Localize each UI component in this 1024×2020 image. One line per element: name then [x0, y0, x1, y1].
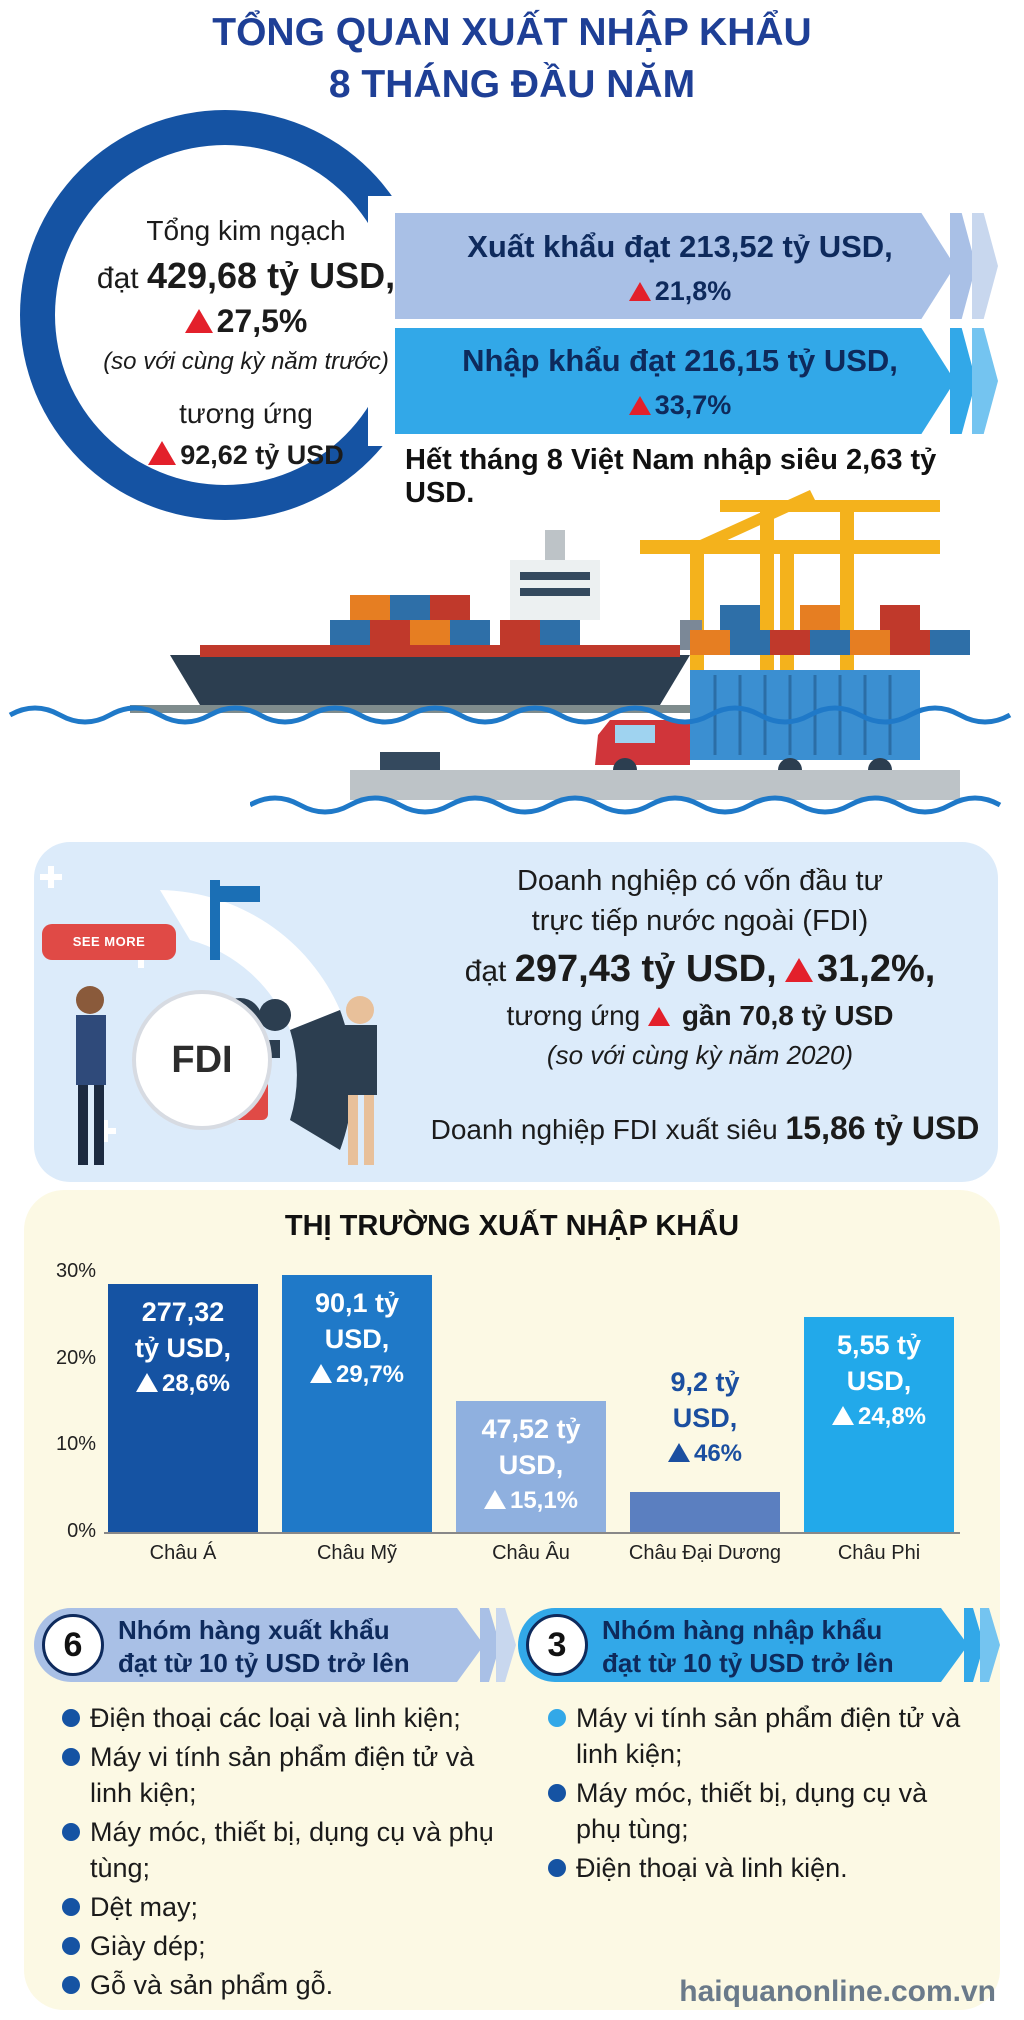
bullet-icon: [62, 1709, 80, 1727]
fdi-surplus-line: Doanh nghiệp FDI xuất siêu 15,86 tỷ USD: [430, 1110, 980, 1146]
fdi-surplus: 15,86 tỷ USD: [785, 1110, 980, 1146]
trade-balance: Hết tháng 8 Việt Nam nhập siêu 2,63 tỷ U…: [405, 444, 937, 509]
export-band: [395, 213, 955, 319]
up-arrow-icon: [148, 441, 177, 465]
bar: [108, 1284, 258, 1532]
chart-title: THỊ TRƯỜNG XUẤT NHẬP KHẨU: [284, 1210, 740, 1242]
up-arrow-icon: [309, 1363, 332, 1383]
up-arrow-icon: [135, 1373, 158, 1393]
x-category-label: Châu Phi: [837, 1542, 921, 1564]
bullet-icon: [548, 1709, 566, 1727]
up-arrow-icon: [831, 1406, 854, 1426]
x-category-label: Châu Đại Dương: [628, 1542, 782, 1564]
up-arrow-icon: [648, 1007, 671, 1026]
see-more-button[interactable]: SEE MORE: [42, 924, 176, 960]
bar: [282, 1274, 432, 1532]
bar-data-label: 90,1 tỷ USD, 29,7%: [282, 1285, 432, 1393]
export-growth: 21,8%: [430, 270, 930, 312]
total-value: 429,68 tỷ USD,: [146, 255, 396, 296]
fdi-line-2: trực tiếp nước ngoài (FDI): [531, 905, 869, 937]
export-groups-header: [34, 1608, 484, 1682]
port-illustration: [130, 490, 970, 800]
total-increase: 92,62 tỷ USD: [86, 440, 406, 471]
list-item: Máy móc, thiết bị, dụng cụ và phụ tùng;: [548, 1775, 978, 1847]
fdi-value-line: đạt 297,43 tỷ USD, 31,2%,: [464, 948, 936, 990]
up-arrow-icon: [667, 1443, 690, 1463]
list-item: Máy móc, thiết bị, dụng cụ và phụ tùng;: [62, 1814, 512, 1886]
x-category-label: Châu Á: [149, 1542, 217, 1564]
import-groups-header: [518, 1608, 968, 1682]
source-credit: haiquanonline.com.vn: [679, 1975, 996, 2008]
x-category-label: Châu Âu: [492, 1542, 570, 1564]
bar-data-label: 47,52 tỷ USD, 15,1%: [481, 1414, 581, 1515]
x-category-label: Châu Mỹ: [316, 1542, 398, 1564]
up-arrow-icon: [628, 396, 651, 415]
fdi-growth: 31,2%,: [817, 948, 936, 990]
page-title: TỔNG QUAN XUẤT NHẬP KHẨU: [212, 11, 812, 54]
up-arrow-icon: [483, 1490, 506, 1510]
y-tick-label: 10%: [55, 1433, 96, 1456]
bullet-icon: [62, 1823, 80, 1841]
bar: [630, 1492, 780, 1532]
wave-decoration: [8, 705, 1012, 725]
y-tick-label: 0%: [67, 1520, 96, 1542]
fdi-value: 297,43 tỷ USD,: [514, 948, 777, 990]
bar-data-label: 5,55 tỷ USD, 24,8%: [804, 1327, 954, 1435]
list-item: Điện thoại và linh kiện.: [548, 1850, 978, 1886]
bar-data-label: 9,2 tỷ USD, 46%: [630, 1364, 780, 1472]
fdi-illustration: [40, 866, 377, 1165]
list-item: Giày dép;: [62, 1928, 512, 1964]
export-groups-count: 6: [42, 1614, 104, 1676]
chevron-right-icon: [972, 328, 998, 434]
bullet-icon: [548, 1784, 566, 1802]
total-value-line: đạt 429,68 tỷ USD,: [96, 255, 396, 296]
fdi-comparison-note: (so với cùng kỳ năm 2020): [546, 1040, 854, 1070]
export-groups-list: Điện thoại các loại và linh kiện; Máy vi …: [62, 1700, 512, 2006]
bar: [456, 1401, 606, 1532]
fdi-increase: gần 70,8 tỷ USD: [681, 1000, 894, 1031]
import-band: [395, 328, 955, 434]
list-item: Gỗ và sản phẩm gỗ.: [62, 1967, 512, 2003]
up-arrow-icon: [785, 958, 813, 982]
comparison-note: (so với cùng kỳ năm trước): [103, 348, 389, 375]
list-item: Điện thoại các loại và linh kiện;: [62, 1700, 512, 1736]
chart-x-axis: [104, 1532, 960, 1534]
total-label: Tổng kim ngạch: [146, 215, 346, 246]
equivalent-label: tương ứng: [179, 398, 313, 429]
up-arrow-icon: [628, 282, 651, 301]
overview-circle: [55, 145, 395, 485]
bullet-icon: [548, 1859, 566, 1877]
export-value: Xuất khẩu đạt 213,52 tỷ USD,: [467, 229, 893, 264]
list-item: Máy vi tính sản phẩm điện tử và linh kiệ…: [548, 1700, 978, 1772]
up-arrow-icon: [184, 309, 213, 333]
bar-data-label: 277,32 tỷ USD, 28,6%: [134, 1297, 232, 1398]
bar: [804, 1317, 954, 1532]
total-growth: 27,5%: [86, 303, 406, 340]
y-tick-label: 30%: [55, 1260, 96, 1282]
bullet-icon: [62, 1898, 80, 1916]
fdi-badge: FDI: [132, 990, 272, 1130]
bullet-icon: [62, 1937, 80, 1955]
page-subtitle: 8 THÁNG ĐẦU NĂM: [328, 63, 696, 106]
import-groups-title: Nhóm hàng nhập khẩu đạt từ 10 tỷ USD trở …: [602, 1615, 894, 1678]
bullet-icon: [62, 1976, 80, 1994]
fdi-increase-line: tương ứng gần 70,8 tỷ USD: [506, 1000, 894, 1031]
fdi-line-1: Doanh nghiệp có vốn đầu tư: [516, 865, 884, 897]
import-groups-count: 3: [526, 1614, 588, 1676]
chevron-right-icon: [972, 213, 998, 319]
export-groups-title: Nhóm hàng xuất khẩu đạt từ 10 tỷ USD trở …: [118, 1615, 410, 1678]
import-groups-list: Máy vi tính sản phẩm điện tử và linh kiệ…: [548, 1700, 978, 1889]
y-tick-label: 20%: [55, 1346, 96, 1369]
list-item: Máy vi tính sản phẩm điện tử và linh kiệ…: [62, 1739, 512, 1811]
wave-decoration: [250, 795, 1002, 815]
import-growth: 33,7%: [430, 384, 930, 426]
list-item: Dệt may;: [62, 1889, 512, 1925]
bullet-icon: [62, 1748, 80, 1766]
import-value: Nhập khẩu đạt 216,15 tỷ USD,: [462, 343, 898, 378]
